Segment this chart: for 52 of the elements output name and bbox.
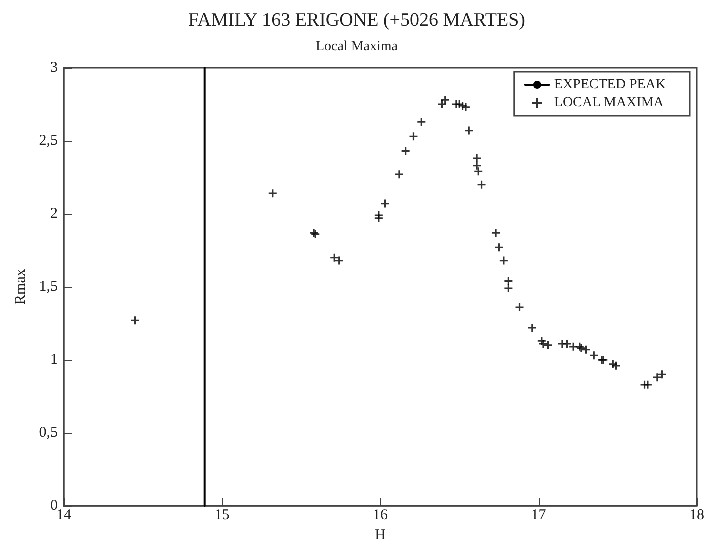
point	[528, 324, 536, 332]
point	[402, 147, 410, 156]
point	[381, 200, 390, 208]
point	[474, 168, 483, 176]
point	[335, 256, 344, 265]
point	[410, 132, 418, 141]
point	[504, 277, 513, 286]
point	[653, 374, 662, 382]
x-tick-label: 15	[214, 508, 230, 524]
point	[473, 162, 482, 170]
legend-label: EXPECTED PEAK	[554, 78, 666, 92]
point	[563, 340, 572, 348]
y-tick-label: 0,5	[39, 425, 58, 442]
x-tick-label: 17	[531, 508, 547, 524]
point	[590, 352, 598, 360]
y-tick-label: 1	[50, 352, 58, 368]
y-tick-label: 3	[50, 60, 58, 76]
point	[539, 340, 548, 348]
point	[268, 190, 277, 198]
y-tick-label: 1,5	[39, 279, 58, 296]
point	[374, 214, 383, 222]
y-tick-label: 2	[50, 206, 58, 222]
point	[544, 341, 552, 350]
point	[612, 362, 620, 370]
point	[478, 180, 486, 189]
point	[395, 170, 404, 179]
point	[500, 256, 508, 265]
y-tick-label: 2,5	[39, 133, 58, 150]
x-tick-label: 14	[56, 508, 72, 524]
point	[504, 284, 513, 293]
point	[492, 229, 500, 238]
point	[582, 346, 590, 354]
point	[438, 100, 446, 109]
point	[462, 103, 470, 112]
legend-label: LOCAL MAXIMA	[554, 96, 665, 110]
point	[516, 303, 524, 312]
chart-subtitle: Local Maxima	[316, 40, 399, 54]
point	[495, 244, 504, 252]
point	[473, 154, 482, 163]
point	[418, 118, 426, 126]
y-axis-title: Rmax	[12, 268, 29, 305]
x-axis-title: H	[375, 528, 386, 544]
point	[644, 380, 652, 389]
x-tick-label: 18	[690, 508, 704, 524]
point	[131, 316, 140, 325]
y-tick-label: 0	[50, 498, 58, 514]
point	[465, 126, 474, 135]
chart-title: FAMILY 163 ERIGONE (+5026 MARTES)	[188, 10, 526, 31]
point	[658, 370, 666, 379]
point	[330, 254, 339, 262]
x-tick-label: 16	[373, 508, 388, 524]
point	[441, 96, 450, 104]
